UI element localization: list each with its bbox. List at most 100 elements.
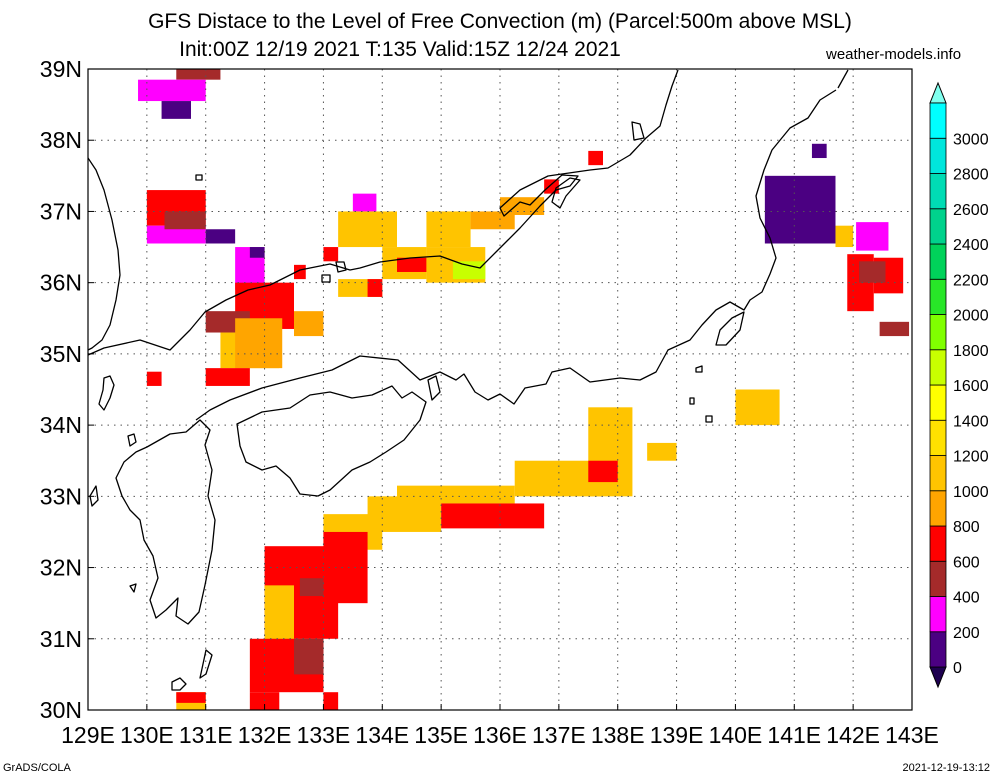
colorbar-under-arrow — [929, 666, 947, 689]
field-patch-5 — [856, 222, 889, 251]
field-patch-53 — [249, 692, 280, 710]
field-patch-47 — [647, 442, 677, 461]
field-patch-45 — [588, 407, 633, 497]
field-patch-3 — [764, 175, 836, 244]
field-patch-37 — [544, 179, 559, 194]
colorbar-label: 2800 — [953, 167, 989, 184]
lat-tick-label: 38N — [40, 127, 82, 153]
field-patch-14 — [205, 229, 236, 244]
lon-tick-label: 133E — [297, 722, 351, 748]
colorbar-label: 2400 — [953, 237, 989, 254]
lon-tick-label: 131E — [179, 722, 233, 748]
field-patch-36 — [500, 197, 545, 216]
field-patch-34 — [452, 261, 486, 280]
field-patch-27 — [338, 211, 397, 248]
field-patch-48 — [735, 389, 780, 426]
lat-tick-label: 32N — [40, 555, 82, 581]
field-patch-13 — [164, 211, 206, 230]
colorbar-swatch — [929, 278, 947, 315]
coast-oki — [335, 261, 347, 273]
field-patch-1 — [138, 79, 206, 102]
colorbar-swatch — [929, 314, 947, 351]
map-subtitle: Init:00Z 12/19 2021 T:135 Valid:15Z 12/2… — [179, 38, 621, 61]
coast-tanegashima — [199, 649, 213, 679]
colorbar-swatch — [929, 419, 947, 456]
lon-tick-label: 129E — [61, 722, 115, 748]
lon-tick-label: 136E — [473, 722, 527, 748]
colorbar-label: 1800 — [953, 343, 989, 360]
lat-tick-label: 39N — [40, 56, 82, 82]
coast-sado — [631, 121, 645, 141]
lat-tick-label: 37N — [40, 198, 82, 224]
field-patch-43 — [500, 503, 545, 529]
field-patch-31 — [397, 257, 427, 272]
coast-izu — [689, 365, 713, 423]
colorbar-label: 2200 — [953, 272, 989, 289]
field-patch-25 — [323, 247, 339, 262]
lon-tick-label: 143E — [885, 722, 939, 748]
lfc-field — [138, 69, 910, 710]
colorbar-label: 400 — [953, 590, 980, 607]
field-patch-58 — [176, 692, 206, 703]
coast-awaji — [427, 375, 441, 401]
coast-northeast — [837, 69, 849, 89]
field-patch-4 — [811, 143, 827, 159]
field-patch-55 — [294, 638, 324, 675]
graticule — [87, 68, 913, 711]
lon-tick-label: 135E — [414, 722, 468, 748]
coast-goto — [89, 485, 99, 507]
field-patch-16 — [249, 247, 265, 258]
coast-honshu — [195, 89, 837, 421]
coast-korea — [88, 157, 121, 351]
lat-tick-label: 31N — [40, 626, 82, 652]
lat-tick-label: 35N — [40, 341, 82, 367]
lon-tick-label: 130E — [120, 722, 174, 748]
colorbar-label: 200 — [953, 625, 980, 642]
field-patch-24 — [294, 311, 324, 337]
coast-shikoku — [236, 385, 427, 497]
field-patch-54 — [323, 692, 339, 710]
field-patch-46 — [588, 460, 618, 483]
field-patch-42 — [441, 503, 500, 529]
colorbar-label: 0 — [953, 660, 962, 677]
field-patch-21 — [205, 368, 250, 386]
axis-labels: 129E 130E 131E 132E 133E 134E 135E 136E 137E 138E… — [40, 56, 939, 748]
coast-iki — [127, 433, 137, 447]
colorbar-swatch — [929, 490, 947, 527]
colorbar-swatch — [929, 137, 947, 174]
colorbar-label: 2600 — [953, 202, 989, 219]
coastlines — [88, 69, 849, 691]
coast-honshu-north — [88, 69, 679, 356]
field-patch-2 — [161, 101, 191, 119]
colorbar-swatch — [929, 560, 947, 597]
colorbar-swatch — [929, 173, 947, 210]
lon-tick-label: 142E — [826, 722, 880, 748]
lon-tick-label: 132E — [238, 722, 292, 748]
source-credit: weather-models.info — [826, 46, 962, 63]
software-credit: GrADS/COLA — [3, 762, 71, 774]
colorbar-swatch — [929, 384, 947, 421]
colorbar-swatch — [929, 102, 947, 139]
colorbar-label: 1200 — [953, 449, 989, 466]
field-patch-32 — [426, 211, 471, 248]
colorbar-label: 600 — [953, 554, 980, 571]
lon-tick-label: 137E — [532, 722, 586, 748]
field-patch-26 — [352, 193, 377, 212]
coast-koshiki — [129, 583, 137, 593]
field-patch-20 — [235, 318, 283, 369]
field-patch-12 — [146, 225, 206, 244]
coast-dokdo — [195, 174, 203, 181]
lat-tick-label: 36N — [40, 270, 82, 296]
colorbar-swatch — [929, 349, 947, 386]
generation-timestamp: 2021-12-19-13:12 — [902, 762, 990, 774]
colorbar-swatch — [929, 208, 947, 245]
colorbar-swatch — [929, 455, 947, 492]
lon-tick-label: 141E — [767, 722, 821, 748]
coast-boso — [715, 311, 745, 346]
colorbar: 0 200 400 600 800 1000 1200 1400 1600 1800 2000 220… — [929, 81, 989, 689]
lon-tick-label: 134E — [355, 722, 409, 748]
lon-tick-label: 139E — [650, 722, 704, 748]
colorbar-over-arrow — [929, 81, 947, 104]
colorbar-label: 2000 — [953, 308, 989, 325]
